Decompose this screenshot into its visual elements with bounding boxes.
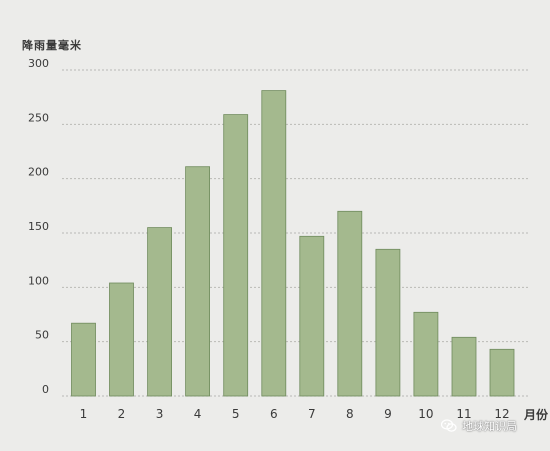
x-tick-label: 2: [118, 407, 126, 421]
y-tick-label: 0: [42, 383, 49, 396]
x-tick-label: 6: [270, 407, 278, 421]
bar-month-12: [489, 348, 515, 397]
bar-month-9: [375, 248, 401, 397]
bar-month-10: [413, 311, 439, 397]
watermark: 地球知识局: [441, 418, 517, 434]
x-tick-label: 3: [156, 407, 164, 421]
bar-month-7: [299, 235, 325, 397]
x-tick-label: 4: [194, 407, 202, 421]
bar-month-6: [261, 90, 287, 397]
x-tick-label: 5: [232, 407, 240, 421]
watermark-text: 地球知识局: [462, 420, 517, 433]
bar-month-2: [109, 282, 134, 397]
bar-month-5: [223, 114, 249, 397]
y-axis-label: 降雨量毫米: [22, 39, 82, 52]
x-axis-label: 月份: [524, 408, 549, 422]
y-tick-labels: 0 50 100 150 200 250 300: [28, 57, 49, 396]
y-tick-label: 250: [28, 111, 49, 124]
wechat-icon: [441, 419, 457, 432]
y-tick-label: 50: [35, 329, 49, 342]
x-tick-label: 10: [418, 407, 433, 421]
x-tick-label: 8: [346, 407, 354, 421]
gridlines: [62, 69, 530, 397]
x-tick-label: 9: [384, 407, 392, 421]
bar-month-3: [147, 227, 173, 397]
bar-month-8: [337, 210, 363, 397]
bar-month-4: [185, 166, 211, 397]
x-tick-labels: 1 2 3 4 5 6 7 8 9 10 11 12: [80, 407, 510, 421]
y-tick-label: 200: [28, 166, 49, 179]
x-tick-label: 1: [80, 407, 88, 421]
y-tick-label: 150: [28, 220, 49, 233]
bar-month-11: [451, 336, 477, 397]
bar-month-1: [71, 322, 96, 397]
x-tick-label: 12: [494, 407, 509, 421]
x-tick-label: 11: [456, 407, 471, 421]
bars: [71, 90, 515, 397]
y-tick-label: 100: [28, 274, 49, 287]
y-tick-label: 300: [28, 57, 49, 70]
x-tick-label: 7: [308, 407, 316, 421]
